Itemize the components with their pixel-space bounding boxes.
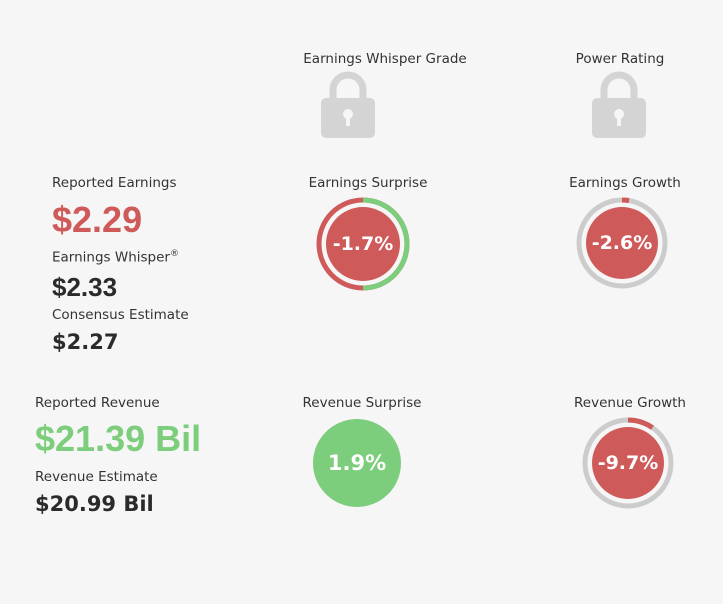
lock-icon	[592, 70, 646, 142]
revenue-growth-value: -9.7%	[597, 452, 659, 474]
revenue-surprise-label: Revenue Surprise	[302, 395, 422, 411]
revenue-estimate-label: Revenue Estimate	[35, 469, 158, 485]
revenue-surprise-gauge: 1.9%	[312, 418, 402, 508]
earnings-surprise-gauge: -1.7%	[316, 197, 410, 291]
reported-revenue-label: Reported Revenue	[35, 395, 160, 411]
earnings-whisper-value: $2.33	[52, 272, 118, 302]
revenue-growth-gauge: -9.7%	[581, 416, 675, 510]
earnings-whisper-label: Earnings Whisper®	[52, 249, 179, 266]
consensus-estimate-label: Consensus Estimate	[52, 307, 189, 323]
reported-earnings-label: Reported Earnings	[52, 175, 177, 191]
reported-earnings-value: $2.29	[52, 199, 143, 240]
reported-revenue-value: $21.39 Bil	[35, 418, 202, 459]
earnings-surprise-label: Earnings Surprise	[308, 175, 428, 191]
earnings-growth-label: Earnings Growth	[569, 175, 681, 191]
power-rating-label: Power Rating	[575, 51, 665, 67]
whisper-grade-label: Earnings Whisper Grade	[303, 51, 467, 67]
lock-icon	[321, 70, 375, 142]
earnings-surprise-value: -1.7%	[332, 233, 394, 255]
consensus-estimate-value: $2.27	[52, 330, 119, 354]
revenue-estimate-value: $20.99 Bil	[35, 492, 154, 516]
earnings-growth-gauge: -2.6%	[575, 196, 669, 290]
earnings-growth-value: -2.6%	[591, 232, 653, 254]
revenue-surprise-value: 1.9%	[327, 451, 387, 475]
revenue-growth-label: Revenue Growth	[574, 395, 686, 411]
